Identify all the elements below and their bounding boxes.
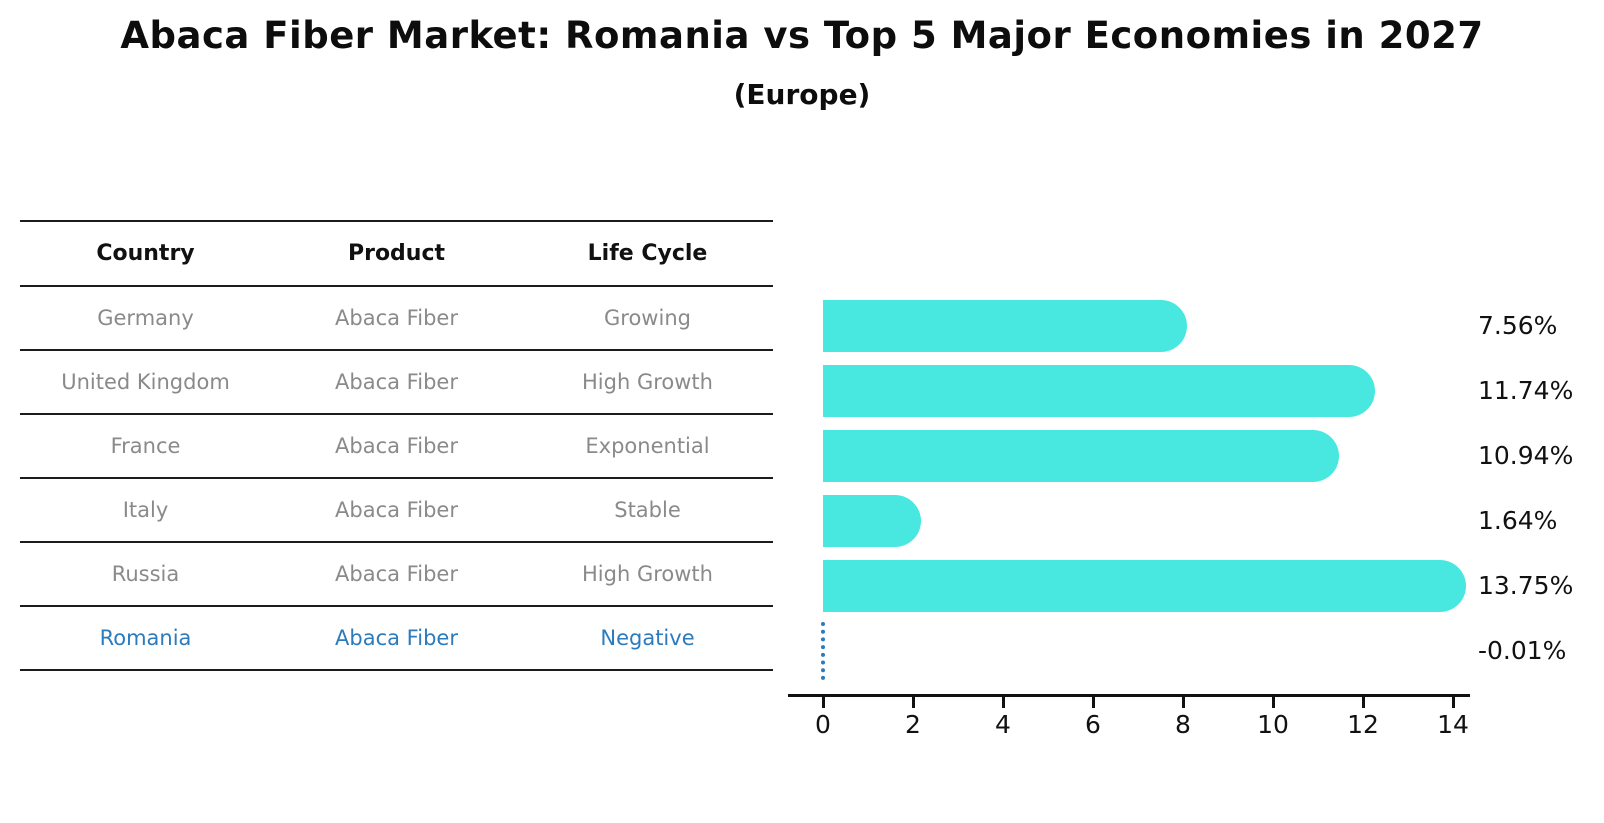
- table-cell-life-cycle: Exponential: [585, 434, 710, 458]
- bar: [823, 560, 1466, 612]
- x-axis-tick: [822, 697, 825, 708]
- table-header-row: Country Product Life Cycle: [20, 222, 773, 287]
- market-table: Country Product Life Cycle Germany Abaca F…: [20, 220, 773, 671]
- table-cell-country: Romania: [99, 626, 192, 650]
- bar: [823, 300, 1188, 352]
- x-axis-tick-label: 14: [1437, 710, 1469, 739]
- table-row: Russia Abaca Fiber High Growth: [20, 543, 773, 607]
- x-axis-tick-label: 0: [815, 710, 831, 739]
- column-header: Product: [347, 241, 446, 266]
- table-cell-life-cycle: High Growth: [582, 562, 713, 586]
- bar: [823, 365, 1376, 417]
- bar-value-label: 11.74%: [1478, 376, 1574, 405]
- table-cell-product: Abaca Fiber: [335, 370, 458, 394]
- x-axis-tick: [1452, 697, 1455, 708]
- table-row: France Abaca Fiber Exponential: [20, 415, 773, 479]
- x-axis-tick: [1092, 697, 1095, 708]
- table-row: United Kingdom Abaca Fiber High Growth: [20, 351, 773, 415]
- table-cell-product: Abaca Fiber: [335, 562, 458, 586]
- table-cell-country: Russia: [111, 562, 180, 586]
- table-cell-life-cycle: High Growth: [582, 370, 713, 394]
- table-cell-country: Italy: [122, 498, 169, 522]
- table-cell-life-cycle: Negative: [600, 626, 695, 650]
- zero-value-dotted-marker: [821, 622, 825, 680]
- table-cell-product: Abaca Fiber: [335, 498, 458, 522]
- table-cell-product: Abaca Fiber: [335, 434, 458, 458]
- bar-value-label: 13.75%: [1478, 571, 1574, 600]
- x-axis-tick: [1002, 697, 1005, 708]
- table-cell-country: United Kingdom: [61, 370, 230, 394]
- x-axis-tick-label: 4: [995, 710, 1011, 739]
- bar-value-label: 10.94%: [1478, 441, 1574, 470]
- x-axis-tick: [1272, 697, 1275, 708]
- bar-value-label: 7.56%: [1478, 311, 1558, 340]
- x-axis-tick-label: 8: [1175, 710, 1191, 739]
- x-axis-line: [788, 694, 1470, 697]
- bar-value-label: -0.01%: [1478, 636, 1567, 665]
- x-axis-tick-label: 2: [905, 710, 921, 739]
- x-axis-tick-label: 6: [1085, 710, 1101, 739]
- x-axis-tick: [912, 697, 915, 708]
- table-cell-life-cycle: Growing: [604, 306, 691, 330]
- column-header: Country: [96, 241, 195, 266]
- x-axis-tick-label: 10: [1257, 710, 1289, 739]
- market-table-body: Germany Abaca Fiber Growing United Kingd…: [20, 287, 773, 671]
- x-axis-tick: [1362, 697, 1365, 708]
- bar: [823, 495, 921, 547]
- table-row: Romania Abaca Fiber Negative: [20, 607, 773, 671]
- bar: [823, 430, 1340, 482]
- x-axis-tick-label: 12: [1347, 710, 1379, 739]
- page-subtitle: (Europe): [733, 78, 871, 111]
- column-header: Life Cycle: [587, 241, 708, 266]
- page-title: Abaca Fiber Market: Romania vs Top 5 Maj…: [120, 14, 1484, 57]
- x-axis-tick: [1182, 697, 1185, 708]
- table-cell-country: Germany: [97, 306, 194, 330]
- table-cell-life-cycle: Stable: [614, 498, 681, 522]
- table-cell-product: Abaca Fiber: [335, 626, 458, 650]
- table-cell-country: France: [110, 434, 181, 458]
- table-row: Germany Abaca Fiber Growing: [20, 287, 773, 351]
- table-row: Italy Abaca Fiber Stable: [20, 479, 773, 543]
- bar-value-label: 1.64%: [1478, 506, 1558, 535]
- table-cell-product: Abaca Fiber: [335, 306, 458, 330]
